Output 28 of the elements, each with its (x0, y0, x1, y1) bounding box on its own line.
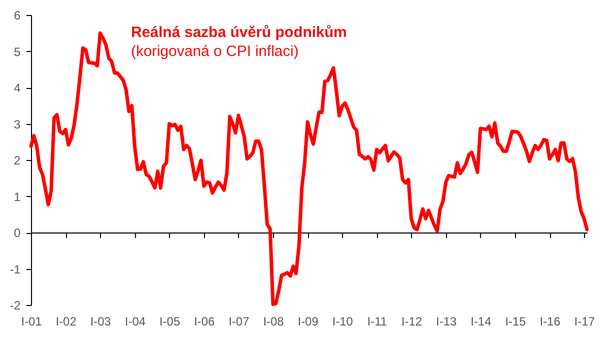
x-tick-label: I-12 (401, 314, 422, 328)
x-tick-label: I-06 (194, 314, 216, 328)
x-tick-label: I-11 (367, 314, 388, 328)
x-tick-label: I-05 (159, 314, 180, 328)
x-tick-label: I-15 (505, 314, 526, 328)
y-tick-label: 0 (14, 226, 21, 240)
x-tick-label: I-16 (540, 314, 561, 328)
text: (korigovaná o CPI inflaci) (131, 43, 299, 60)
y-tick-label: 4 (14, 81, 21, 95)
x-tick-label: I-04 (124, 314, 146, 328)
y-tick-label: 2 (14, 154, 21, 168)
y-tick-label: 1 (14, 190, 21, 204)
y-tick-label: 6 (14, 8, 21, 22)
x-tick-label: I-01 (21, 314, 42, 328)
x-tick-label: I-13 (436, 314, 457, 328)
x-tick-label: I-08 (263, 314, 284, 328)
x-tick-label: I-10 (332, 314, 354, 328)
text: Reálná sazba úvěrů podnikům (131, 24, 347, 41)
y-tick-label: 3 (14, 117, 21, 132)
y-tick-label: -2 (10, 298, 21, 312)
x-tick-label: I-14 (470, 314, 492, 328)
x-tick-label: I-02 (56, 314, 77, 328)
y-tick-label: -1 (10, 262, 21, 276)
x-tick-label: I-07 (228, 314, 250, 328)
y-tick-label: 5 (14, 44, 21, 59)
x-tick-label: I-17 (574, 314, 596, 328)
x-tick-label: I-09 (298, 314, 319, 328)
x-tick-label: I-03 (90, 314, 112, 328)
